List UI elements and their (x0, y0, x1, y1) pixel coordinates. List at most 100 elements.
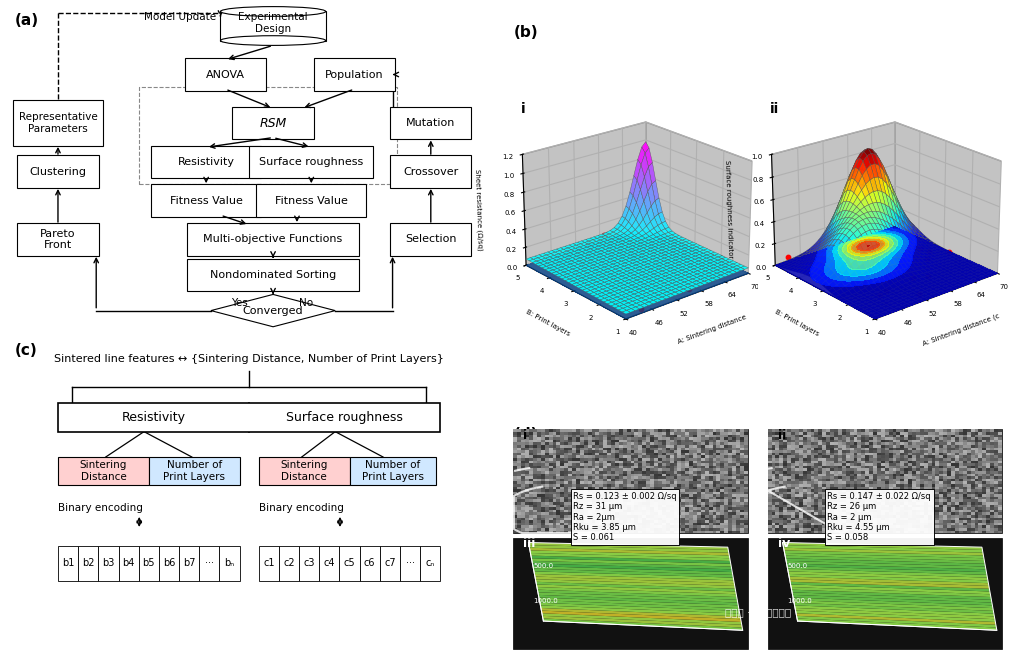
Bar (720, 492, 724, 494)
Bar (626, 481, 631, 484)
Bar (963, 469, 967, 471)
Bar (705, 489, 709, 492)
Bar (681, 517, 685, 520)
Bar (947, 430, 951, 432)
Bar (728, 494, 732, 497)
Bar (603, 520, 607, 523)
Bar (631, 517, 635, 520)
Bar (556, 489, 560, 492)
Bar (795, 508, 799, 510)
Bar (982, 505, 986, 508)
Bar (615, 492, 619, 494)
Bar (775, 434, 779, 437)
Bar (713, 525, 716, 528)
Bar (518, 471, 522, 473)
Bar (846, 442, 849, 445)
Bar (865, 461, 870, 463)
Bar (666, 434, 669, 437)
Bar (607, 469, 611, 471)
Bar (740, 453, 743, 455)
Bar (912, 517, 916, 520)
Bar (830, 508, 834, 510)
Bar (940, 476, 944, 478)
Bar (889, 486, 893, 489)
Bar (826, 450, 830, 453)
Text: b2: b2 (82, 558, 95, 568)
Bar (857, 469, 861, 471)
Bar (669, 523, 673, 525)
Bar (861, 442, 865, 445)
Bar (619, 531, 622, 533)
Bar (572, 515, 576, 517)
Bar (662, 520, 666, 523)
Bar (974, 445, 978, 447)
Bar (690, 455, 693, 458)
Bar (775, 478, 779, 481)
Bar (728, 517, 732, 520)
Bar (838, 455, 842, 458)
Bar (877, 510, 881, 512)
Bar (580, 500, 584, 502)
Bar (842, 515, 846, 517)
Bar (955, 471, 959, 473)
Bar (787, 473, 791, 476)
Bar (545, 473, 548, 476)
Bar (514, 484, 518, 486)
Bar (584, 434, 588, 437)
Bar (815, 510, 819, 512)
Bar (978, 458, 982, 461)
Bar (564, 476, 569, 478)
Bar (716, 486, 720, 489)
Bar (967, 497, 970, 500)
Bar (889, 440, 893, 442)
Bar (826, 445, 830, 447)
Bar (877, 463, 881, 466)
Bar (916, 528, 919, 531)
Bar (904, 528, 908, 531)
Bar (646, 517, 650, 520)
Bar (560, 497, 564, 500)
Bar (991, 469, 994, 471)
Bar (928, 466, 932, 469)
Bar (802, 508, 806, 510)
Bar (779, 505, 783, 508)
Bar (728, 489, 732, 492)
Bar (982, 502, 986, 505)
Bar (779, 481, 783, 484)
Polygon shape (530, 548, 729, 556)
Bar (716, 471, 720, 473)
Bar (584, 432, 588, 434)
Bar (900, 447, 904, 450)
Bar (900, 505, 904, 508)
Bar (849, 478, 853, 481)
Bar (842, 523, 846, 525)
Bar (720, 461, 724, 463)
Bar (849, 494, 853, 497)
Bar (908, 450, 912, 453)
Bar (967, 520, 970, 523)
Bar (772, 481, 775, 484)
Bar (799, 461, 802, 463)
Bar (650, 525, 654, 528)
Bar (716, 445, 720, 447)
Text: i: i (524, 428, 528, 442)
Bar (622, 531, 626, 533)
Bar (596, 500, 599, 502)
Bar (569, 450, 572, 453)
Bar (701, 463, 705, 466)
Bar (947, 461, 951, 463)
Bar (986, 434, 991, 437)
Bar (795, 476, 799, 478)
Bar (870, 430, 873, 432)
Bar (811, 447, 815, 450)
Bar (908, 508, 912, 510)
Bar (705, 440, 709, 442)
Bar (815, 515, 819, 517)
Bar (799, 442, 802, 445)
Bar (940, 481, 944, 484)
Bar (963, 515, 967, 517)
Bar (693, 510, 697, 512)
Bar (720, 515, 724, 517)
Bar (893, 528, 896, 531)
Bar (889, 442, 893, 445)
